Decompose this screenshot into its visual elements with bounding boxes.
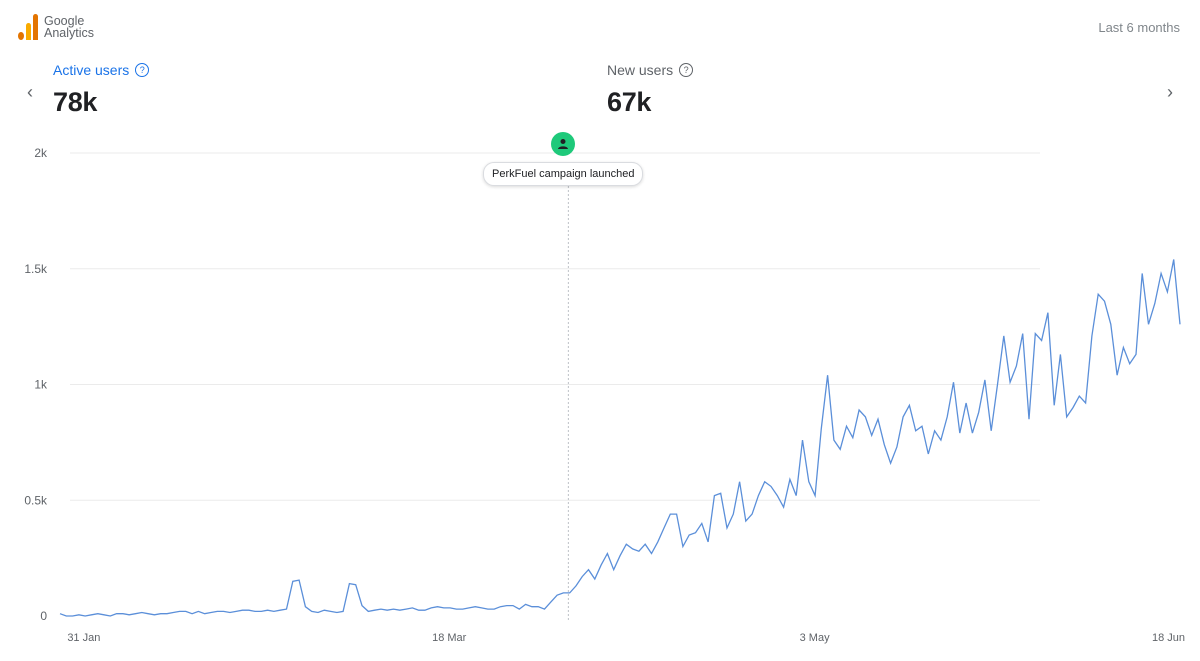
logo-line-1: Google — [44, 14, 85, 28]
series-line — [59, 259, 1181, 617]
annotation-icon-button[interactable] — [551, 132, 575, 156]
annotation-label[interactable]: PerkFuel campaign launched — [483, 162, 644, 186]
metric-value: 78k — [53, 87, 98, 117]
y-tick-label: 0 — [40, 609, 47, 623]
date-range-label[interactable]: Last 6 months — [1098, 20, 1180, 35]
metric-label-text: Active users — [53, 62, 130, 78]
y-tick-label: 0.5k — [24, 493, 48, 507]
x-axis-ticks: 31 Jan 18 Mar 3 May 18 Jun — [67, 632, 1185, 644]
x-tick-label: 31 Jan — [67, 632, 100, 644]
x-tick-label: 3 May — [800, 632, 830, 644]
metric-active-users[interactable]: Active users ? 78k — [53, 62, 150, 118]
analytics-bars-icon — [18, 14, 40, 40]
chevron-left-icon[interactable]: ‹ — [27, 82, 33, 102]
chevron-right-icon[interactable]: › — [1167, 82, 1173, 102]
y-tick-label: 1.5k — [24, 262, 48, 276]
x-tick-label: 18 Jun — [1152, 632, 1185, 644]
metric-label: Active users ? — [53, 62, 150, 78]
y-tick-label: 1k — [34, 378, 48, 392]
x-tick-label: 18 Mar — [432, 632, 467, 644]
metric-value: 67k — [607, 87, 652, 117]
logo-line-2: Analytics — [44, 26, 95, 40]
metric-label: New users ? — [607, 62, 694, 78]
google-analytics-logo: Google Analytics — [18, 14, 94, 40]
help-circle-icon[interactable]: ? — [679, 63, 694, 77]
metric-label-text: New users — [607, 62, 674, 78]
help-circle-icon[interactable]: ? — [135, 63, 150, 77]
chart-grid — [70, 152, 1040, 501]
metric-new-users[interactable]: New users ? 67k — [607, 62, 694, 118]
logo-text: Google Analytics — [44, 14, 95, 40]
person-icon — [558, 139, 568, 149]
y-tick-label: 2k — [34, 146, 48, 160]
y-axis-ticks: 0 0.5k 1k 1.5k 2k — [24, 146, 48, 623]
